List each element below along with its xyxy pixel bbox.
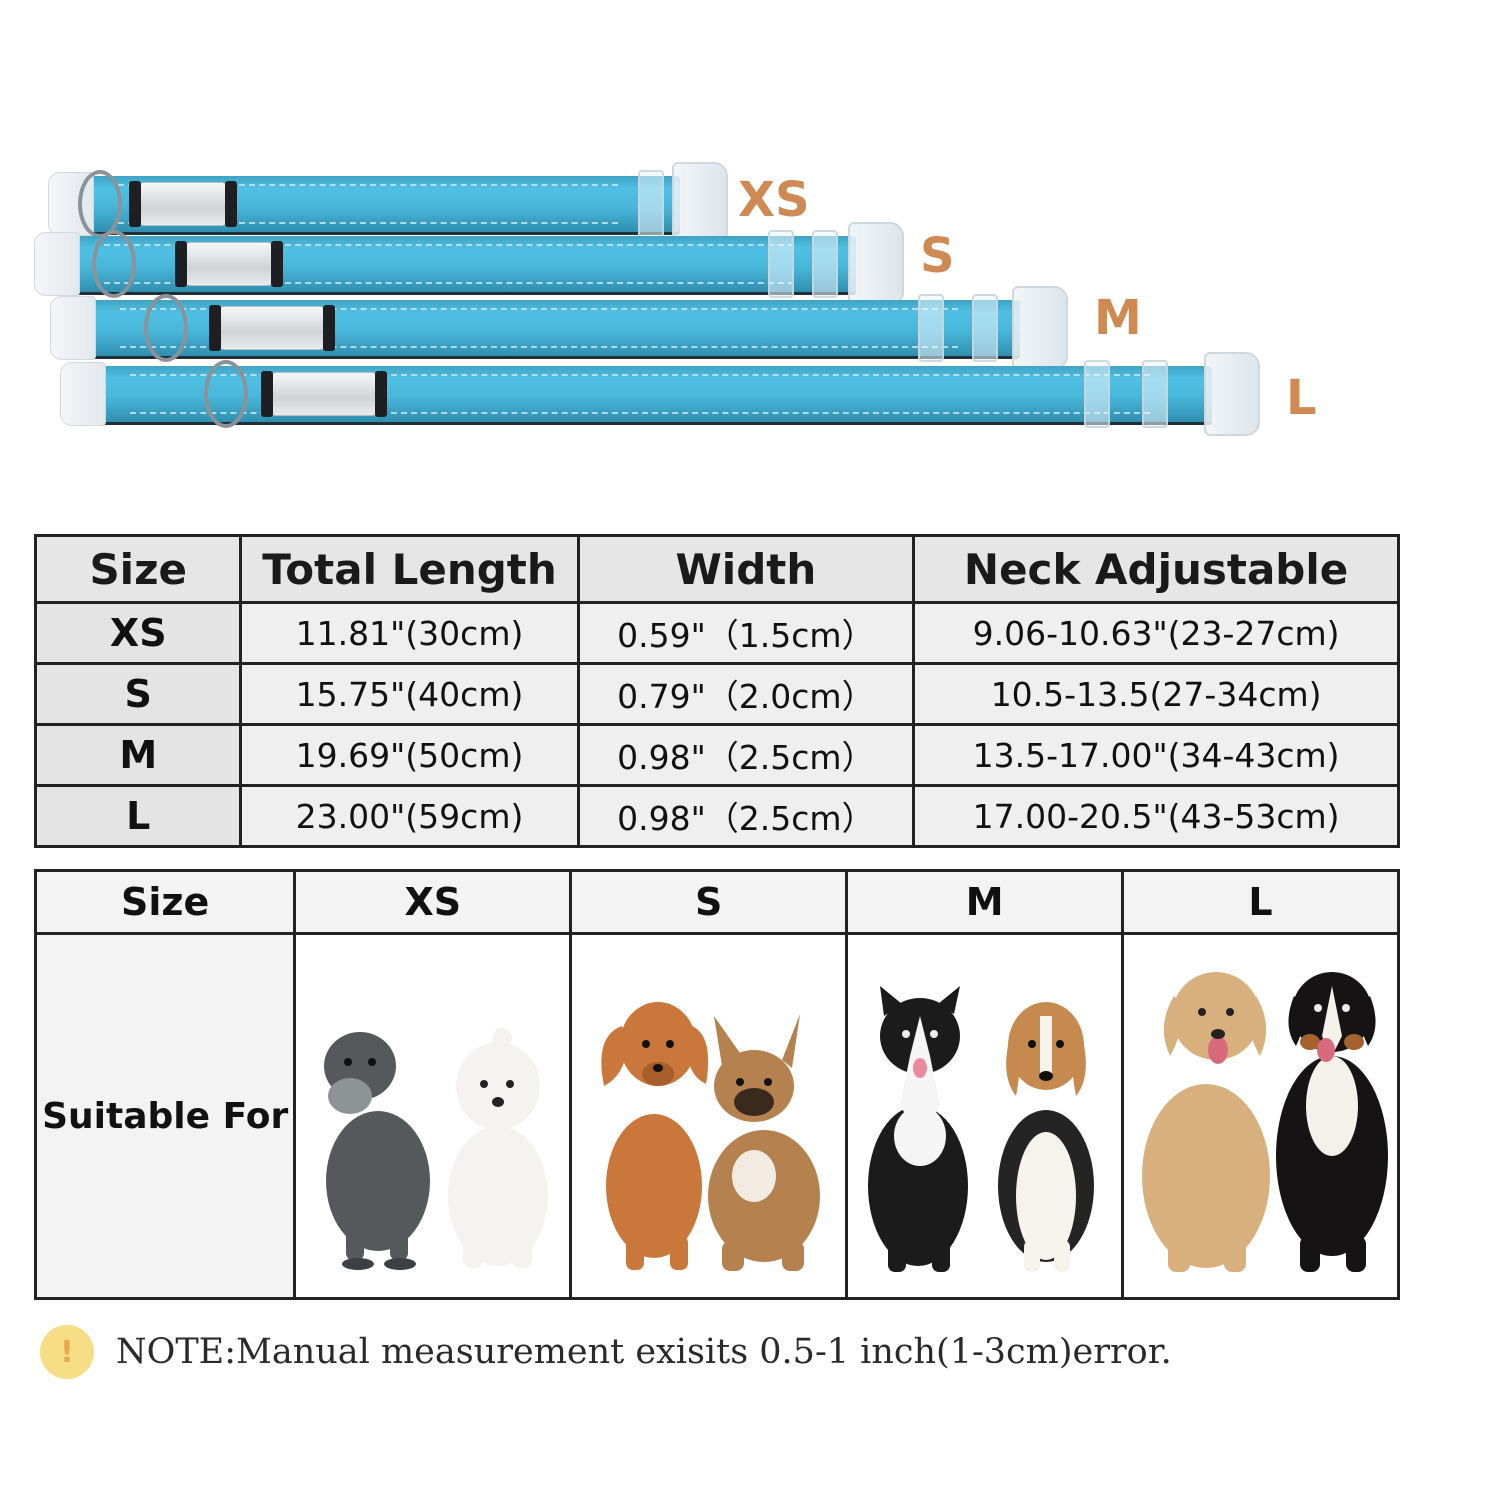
table-row: Suitable For (33, 932, 1400, 1300)
cell-size: M (33, 723, 243, 787)
cell-neck-adjustable: 17.00-20.5"(43-53cm) (912, 784, 1400, 848)
collar-s (34, 222, 904, 306)
table-header-row: Size XS S M L (33, 869, 1400, 935)
suitable-for-table: Size XS S M L Suitable For (33, 869, 1400, 1300)
header-m: M (845, 869, 1125, 935)
header-size: Size (33, 869, 297, 935)
dog-illustration-l (1141, 972, 1388, 1272)
cell-width: 0.98"（2.5cm） (576, 784, 916, 848)
header-xs: XS (293, 869, 573, 935)
collar-l (60, 352, 1260, 436)
cell-width: 0.59"（1.5cm） (576, 601, 916, 665)
table-header-row: Size Total Length Width Neck Adjustable (33, 534, 1400, 604)
cell-size: L (33, 784, 243, 848)
cell-width: 0.98"（2.5cm） (576, 723, 916, 787)
cell-width: 0.79"（2.0cm） (576, 662, 916, 726)
header-neck-adjustable: Neck Adjustable (912, 534, 1400, 604)
table-row: L 23.00"(59cm) 0.98"（2.5cm） 17.00-20.5"(… (33, 784, 1400, 848)
cell-neck-adjustable: 13.5-17.00"(34-43cm) (912, 723, 1400, 787)
measurement-note: ! NOTE:Manual measurement exisits 0.5-1 … (40, 1322, 1172, 1382)
dog-photo-l (1121, 932, 1400, 1300)
dog-illustration-m (867, 986, 1094, 1272)
cell-total-length: 15.75"(40cm) (239, 662, 580, 726)
size-spec-table: Size Total Length Width Neck Adjustable … (33, 534, 1400, 848)
cell-total-length: 23.00"(59cm) (239, 784, 580, 848)
collar-m (50, 286, 1068, 370)
collar-label-l: L (1286, 370, 1317, 426)
header-width: Width (576, 534, 916, 604)
collar-xs (48, 162, 728, 246)
warning-icon: ! (40, 1325, 94, 1379)
collar-label-s: S (920, 228, 955, 284)
suitable-for-label: Suitable For (33, 932, 297, 1300)
dog-photo-s (569, 932, 849, 1300)
cell-size: XS (33, 601, 243, 665)
collar-label-xs: XS (738, 172, 810, 228)
header-total-length: Total Length (239, 534, 580, 604)
dog-illustration-xs (323, 1028, 548, 1270)
collar-label-m: M (1094, 290, 1142, 346)
table-row: XS 11.81"(30cm) 0.59"（1.5cm） 9.06-10.63"… (33, 601, 1400, 665)
dog-photo-m (845, 932, 1125, 1300)
dog-photo-xs (293, 932, 573, 1300)
table-row: S 15.75"(40cm) 0.79"（2.0cm） 10.5-13.5(27… (33, 662, 1400, 726)
cell-total-length: 11.81"(30cm) (239, 601, 580, 665)
collar-illustration: XS S M L (0, 150, 1500, 460)
table-row: M 19.69"(50cm) 0.98"（2.5cm） 13.5-17.00"(… (33, 723, 1400, 787)
note-text: NOTE:Manual measurement exisits 0.5-1 in… (116, 1332, 1172, 1372)
header-l: L (1121, 869, 1400, 935)
cell-size: S (33, 662, 243, 726)
dog-illustration-s (601, 1002, 820, 1271)
header-s: S (569, 869, 849, 935)
header-size: Size (33, 534, 243, 604)
cell-neck-adjustable: 9.06-10.63"(23-27cm) (912, 601, 1400, 665)
cell-total-length: 19.69"(50cm) (239, 723, 580, 787)
cell-neck-adjustable: 10.5-13.5(27-34cm) (912, 662, 1400, 726)
